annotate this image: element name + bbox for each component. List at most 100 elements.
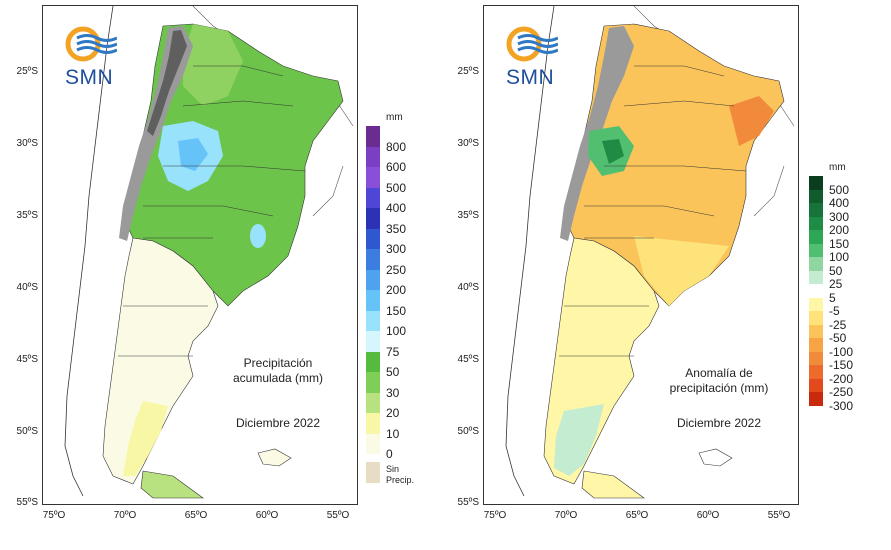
- accumulated-legend-swatch: [366, 146, 380, 167]
- anomaly-legend-label: -150: [829, 358, 854, 372]
- lat-label-40: 40ºS: [16, 282, 38, 293]
- lon-label-70: 70ºO: [554, 510, 578, 521]
- province-boundaries: [559, 65, 747, 357]
- anomaly-legend-label: -250: [829, 385, 854, 399]
- anomaly-legend-swatch: [809, 284, 823, 298]
- lon-label-55: 55ºO: [767, 510, 791, 521]
- anomaly-legend-label: 100: [829, 250, 850, 264]
- accumulated-caption-line2: acumulada (mm): [232, 371, 324, 385]
- anomaly-panel: SMN Anomalía de precipitación (mm) Dicie…: [441, 0, 891, 550]
- precip-blue-core: [178, 138, 208, 171]
- precip-blue-spot: [250, 224, 266, 248]
- malvinas-islands: [257, 448, 292, 467]
- accumulated-legend-swatch: [366, 290, 380, 311]
- anomaly-legend-swatch: [809, 392, 823, 406]
- accumulated-caption: Precipitación acumulada (mm): [203, 356, 353, 386]
- lat-label-35: 35ºS: [16, 210, 38, 221]
- accumulated-legend-swatch: [366, 310, 380, 331]
- anomaly-caption: Anomalía de precipitación (mm): [644, 366, 794, 396]
- smn-logo-icon: [65, 26, 118, 62]
- accumulated-legend-label: 0: [386, 447, 393, 461]
- anomaly-legend-swatch: [809, 216, 823, 230]
- anomaly-legend-swatch: [809, 311, 823, 325]
- accumulated-legend-no-precip-label: Sin Precip.: [386, 464, 414, 486]
- accumulated-precip-map-graphic: [64, 6, 354, 499]
- precip-lightgreen-area: [183, 24, 243, 106]
- anomaly-period: Diciembre 2022: [676, 416, 762, 430]
- lat-label-30: 30ºS: [457, 138, 479, 149]
- accumulated-period: Diciembre 2022: [235, 416, 321, 430]
- accumulated-legend-swatch: [366, 433, 380, 454]
- anomaly-legend-label: 400: [829, 196, 850, 210]
- lon-label-65: 65ºO: [184, 510, 208, 521]
- anomaly-legend-swatch: [809, 189, 823, 203]
- anomaly-legend-swatch: [809, 230, 823, 244]
- lat-label-45: 45ºS: [457, 354, 479, 365]
- lat-label-50: 50ºS: [16, 426, 38, 437]
- lon-label-55: 55ºO: [326, 510, 350, 521]
- lat-label-50: 50ºS: [457, 426, 479, 437]
- accumulated-legend-swatch: [366, 351, 380, 372]
- accumulated-legend-label: 75: [386, 344, 400, 359]
- accumulated-legend-swatch: [366, 167, 380, 188]
- anomaly-legend-label: 200: [829, 223, 850, 237]
- andes-relief: [119, 26, 193, 241]
- accumulated-legend-swatch: [366, 126, 380, 147]
- anomaly-legend: mm 500 400 300 200 150 100 50 25 5 -5 -25 -50 -100 -1…: [809, 162, 879, 422]
- anomaly-map-graphic: [505, 6, 795, 499]
- anomaly-legend-swatch: [809, 378, 823, 392]
- anomaly-legend-swatch: [809, 338, 823, 352]
- anomaly-legend-label: 150: [829, 236, 850, 251]
- anomaly-map: SMN Anomalía de precipitación (mm) Dicie…: [483, 5, 799, 505]
- lon-label-70: 70ºO: [113, 510, 137, 521]
- smn-logo: SMN: [65, 24, 118, 89]
- accumulated-legend: mm 800 600 500 400 350 300 250 200 150 100 75 50 30 2…: [366, 112, 436, 485]
- andes-relief-dark: [147, 30, 187, 136]
- accumulated-legend-swatch: [366, 228, 380, 249]
- accumulated-precip-panel: SMN Precipitación acumulada (mm) Diciemb…: [0, 0, 440, 550]
- anomaly-legend-swatch: [809, 176, 823, 190]
- anomaly-legend-label: -25: [829, 317, 847, 332]
- anomaly-caption-line1: Anomalía de: [685, 366, 753, 380]
- anomaly-legend-label: 50: [829, 263, 843, 278]
- anomaly-legend-label: -200: [829, 371, 854, 386]
- lat-label-30: 30ºS: [16, 138, 38, 149]
- smn-logo-icon: [506, 26, 559, 62]
- accumulated-legend-label: 150: [386, 303, 407, 318]
- accumulated-legend-label: 200: [386, 283, 407, 297]
- anomaly-legend-swatch: [809, 270, 823, 284]
- lat-label-55: 55ºS: [16, 497, 38, 508]
- precip-tierra-fuego: [140, 470, 204, 499]
- accumulated-legend-no-precip-swatch: [366, 462, 380, 483]
- anomaly-legend-swatch: [809, 297, 823, 311]
- chile-coastline: [505, 6, 555, 497]
- anomaly-legend-swatch: [809, 365, 823, 379]
- anomaly-legend-swatch: [809, 351, 823, 365]
- anomaly-patagonia-green: [554, 404, 604, 476]
- accumulated-caption-line1: Precipitación: [243, 356, 313, 370]
- anomaly-tierra-fuego: [581, 470, 645, 499]
- lon-label-60: 60ºO: [696, 510, 720, 521]
- accumulated-legend-swatch: [366, 208, 380, 229]
- province-boundaries: [118, 65, 306, 357]
- smn-logo-text: SMN: [506, 66, 555, 89]
- anomaly-light-area: [634, 236, 729, 306]
- anomaly-green-core: [602, 139, 624, 164]
- accumulated-legend-swatch: [366, 187, 380, 208]
- accumulated-precip-map: SMN Precipitación acumulada (mm) Diciemb…: [42, 5, 358, 505]
- anomaly-legend-label: 5: [829, 290, 836, 305]
- anomaly-legend-label: 500: [829, 182, 850, 197]
- accumulated-legend-label: 20: [386, 406, 400, 420]
- anomaly-legend-label: 25: [829, 277, 843, 291]
- accumulated-legend-no-precip-line1: Sin: [386, 464, 400, 474]
- anomaly-darkorange-area: [729, 96, 774, 146]
- anomaly-legend-unit: mm: [829, 162, 846, 173]
- smn-logo-text: SMN: [65, 66, 114, 89]
- accumulated-legend-swatch: [366, 331, 380, 352]
- anomaly-legend-label: -50: [829, 331, 847, 345]
- accumulated-legend-label: 10: [386, 426, 400, 441]
- accumulated-legend-swatch: [366, 269, 380, 290]
- smn-logo: SMN: [506, 24, 559, 89]
- lon-label-60: 60ºO: [255, 510, 279, 521]
- accumulated-legend-swatch: [366, 413, 380, 434]
